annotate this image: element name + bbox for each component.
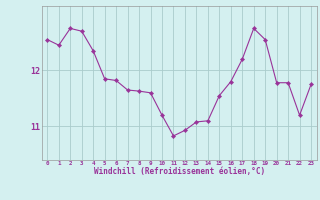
- X-axis label: Windchill (Refroidissement éolien,°C): Windchill (Refroidissement éolien,°C): [94, 167, 265, 176]
